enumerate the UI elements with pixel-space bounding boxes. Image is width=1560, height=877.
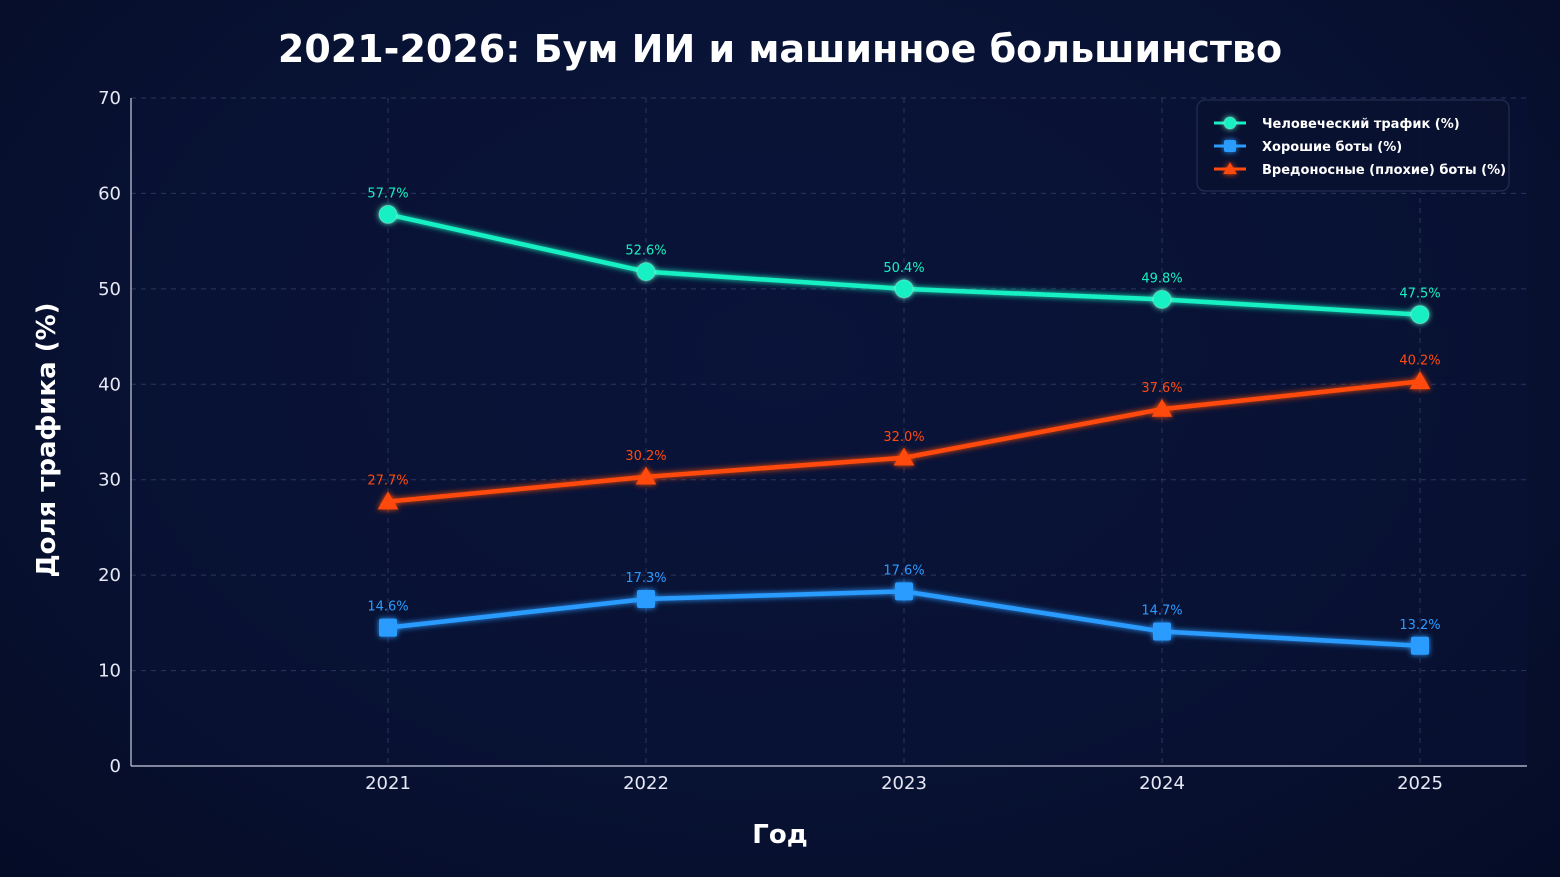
y-tick-label: 70 [98,88,121,109]
data-point [1411,636,1429,655]
data-point [893,447,915,466]
data-point [635,466,657,485]
data-point [378,204,398,224]
y-tick-label: 40 [98,374,121,395]
x-tick-label: 2023 [881,773,927,794]
series-layer [377,204,1431,655]
x-tick-label: 2021 [365,773,411,794]
data-label: 30.2% [625,449,666,464]
y-tick-label: 60 [98,183,121,204]
data-label: 14.6% [367,600,408,615]
data-label: 17.3% [625,571,666,586]
y-tick-label: 20 [98,565,121,586]
y-axis-title: Доля трафика (%) [32,302,62,577]
legend-marker-2 [1223,162,1237,175]
data-point [1409,371,1431,390]
y-tick-label: 50 [98,279,121,300]
legend: Человеческий трафик (%) Хорошие боты (%) В… [1196,99,1510,192]
data-point [1151,398,1173,417]
grid-layer [131,97,1527,766]
data-point [894,279,914,299]
data-point [895,582,913,601]
chart-title: 2021-2026: Бум ИИ и машинное большинство [278,27,1282,71]
data-point [636,262,656,282]
legend-label-0: Человеческий трафик (%) [1262,117,1460,132]
axes-layer: 0 10 20 30 40 50 60 70 2021 2022 2023 2024 2025 [98,88,1527,794]
legend-marker-1 [1224,140,1236,152]
y-tick-label: 10 [98,661,121,682]
data-label: 32.0% [883,430,924,445]
x-tick-label: 2025 [1397,773,1443,794]
data-point [379,618,397,637]
data-label: 57.7% [367,186,408,201]
y-tick-label: 0 [110,756,121,777]
x-tick-label: 2024 [1139,773,1185,794]
legend-box [1196,99,1510,192]
data-labels-layer: 57.7% 52.6% 50.4% 49.8% 47.5% 14.6% 17.3% 17.6%… [367,186,1440,632]
legend-label-1: Хорошие боты (%) [1262,140,1402,155]
x-axis-title: Год [752,820,807,850]
data-label: 14.7% [1141,603,1182,618]
legend-marker-0 [1223,116,1237,130]
plot-area [131,98,1527,766]
data-point [1410,305,1430,325]
data-label: 17.6% [883,563,924,578]
data-label: 50.4% [883,261,924,276]
data-label: 49.8% [1141,271,1182,286]
data-label: 13.2% [1399,618,1440,633]
data-point [377,491,399,510]
y-tick-label: 30 [98,470,121,491]
data-label: 47.5% [1399,287,1440,302]
x-tick-label: 2022 [623,773,669,794]
data-label: 37.6% [1141,381,1182,396]
data-point [1153,622,1171,641]
data-point [1152,289,1172,309]
data-label: 52.6% [625,244,666,259]
data-point [637,590,655,608]
legend-label-2: Вредоносные (плохие) боты (%) [1262,163,1506,178]
data-label: 40.2% [1399,353,1440,368]
data-label: 27.7% [367,474,408,489]
